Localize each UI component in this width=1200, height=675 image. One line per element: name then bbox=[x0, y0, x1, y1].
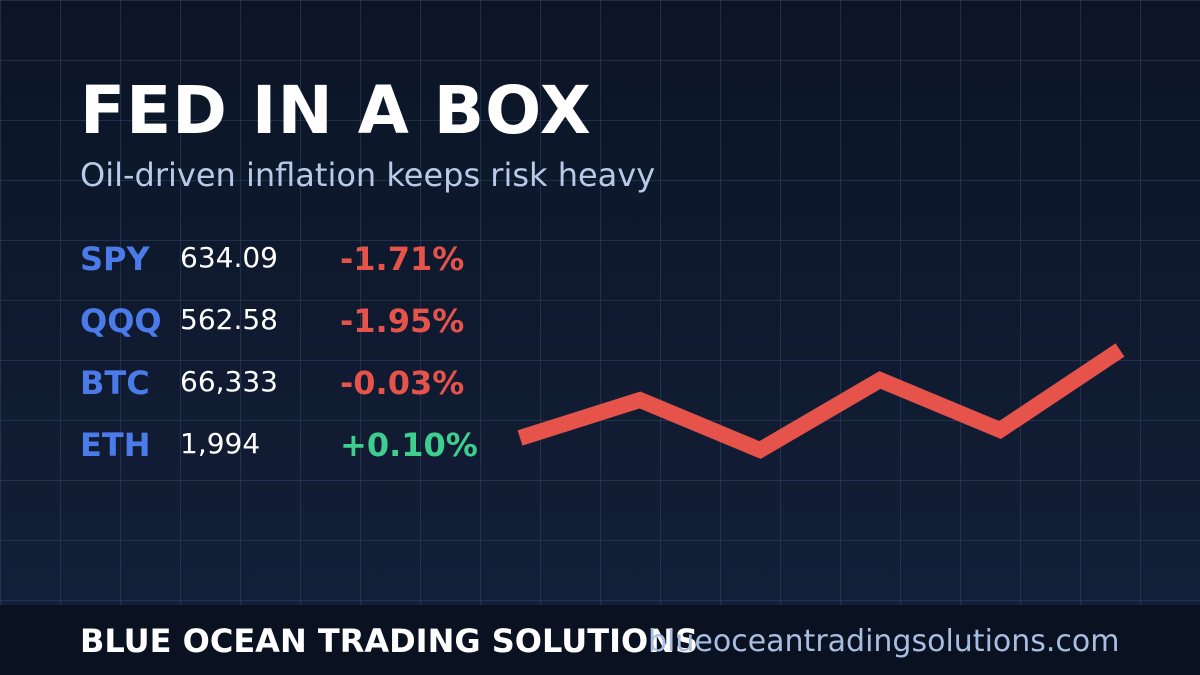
ticker-change: +0.10% bbox=[340, 426, 478, 464]
title: FED IN A BOX bbox=[80, 72, 592, 149]
subtitle: Oil-driven inflation keeps risk heavy bbox=[80, 156, 656, 194]
sparkline bbox=[517, 343, 1125, 459]
ticker-price: 634.09 bbox=[180, 241, 278, 274]
url: blueoceantradingsolutions.com bbox=[648, 624, 1120, 659]
ticker-symbol: SPY bbox=[80, 240, 150, 278]
ticker-price: 562.58 bbox=[180, 303, 278, 336]
ticker-symbol: BTC bbox=[80, 364, 150, 402]
ticker-symbol: QQQ bbox=[80, 302, 162, 340]
ticker-price: 1,994 bbox=[180, 427, 261, 460]
ticker-change: -1.95% bbox=[340, 302, 465, 340]
ticker-change: -0.03% bbox=[340, 364, 465, 402]
ticker-symbol: ETH bbox=[80, 426, 151, 464]
ticker-change: -1.71% bbox=[340, 240, 465, 278]
brand: BLUE OCEAN TRADING SOLUTIONS bbox=[80, 622, 698, 660]
footer-bar bbox=[0, 605, 1200, 675]
decorative-line bbox=[517, 343, 1125, 459]
ticker-price: 66,333 bbox=[180, 365, 278, 398]
